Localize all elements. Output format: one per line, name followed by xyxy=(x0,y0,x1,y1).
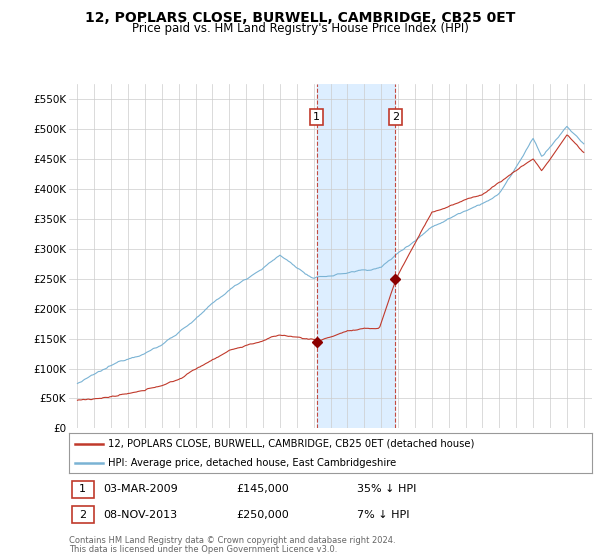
Bar xyxy=(71,506,94,524)
Text: 35% ↓ HPI: 35% ↓ HPI xyxy=(357,484,416,494)
Text: 08-NOV-2013: 08-NOV-2013 xyxy=(103,510,177,520)
Text: £145,000: £145,000 xyxy=(236,484,289,494)
Text: 2: 2 xyxy=(392,112,399,122)
Text: Price paid vs. HM Land Registry's House Price Index (HPI): Price paid vs. HM Land Registry's House … xyxy=(131,22,469,35)
Text: 12, POPLARS CLOSE, BURWELL, CAMBRIDGE, CB25 0ET: 12, POPLARS CLOSE, BURWELL, CAMBRIDGE, C… xyxy=(85,11,515,25)
Text: Contains HM Land Registry data © Crown copyright and database right 2024.: Contains HM Land Registry data © Crown c… xyxy=(69,536,395,545)
Text: £250,000: £250,000 xyxy=(236,510,289,520)
Text: 2: 2 xyxy=(79,510,86,520)
Bar xyxy=(71,480,94,498)
Text: 7% ↓ HPI: 7% ↓ HPI xyxy=(357,510,409,520)
Text: This data is licensed under the Open Government Licence v3.0.: This data is licensed under the Open Gov… xyxy=(69,545,337,554)
Bar xyxy=(317,84,395,428)
Text: HPI: Average price, detached house, East Cambridgeshire: HPI: Average price, detached house, East… xyxy=(108,458,397,468)
Text: 1: 1 xyxy=(79,484,86,494)
Text: 03-MAR-2009: 03-MAR-2009 xyxy=(103,484,178,494)
Text: 12, POPLARS CLOSE, BURWELL, CAMBRIDGE, CB25 0ET (detached house): 12, POPLARS CLOSE, BURWELL, CAMBRIDGE, C… xyxy=(108,439,475,449)
Text: 1: 1 xyxy=(313,112,320,122)
